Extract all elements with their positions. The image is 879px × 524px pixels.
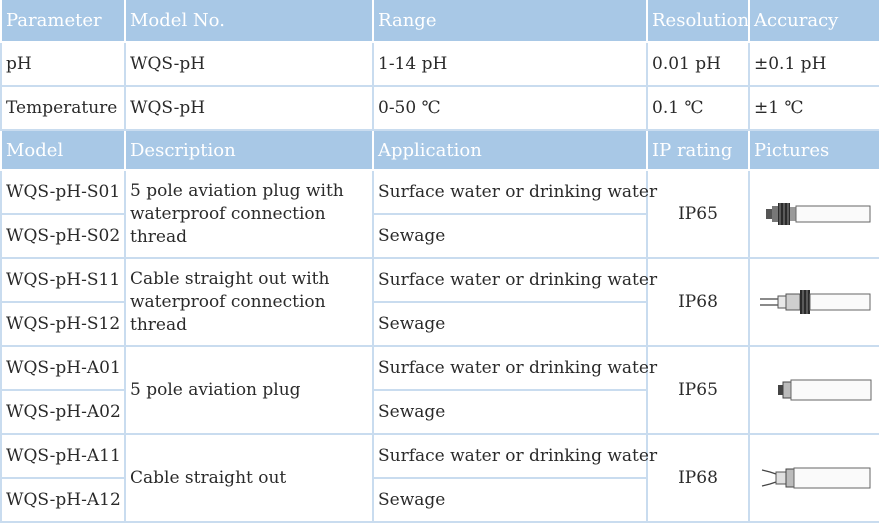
header-accuracy: Accuracy	[748, 0, 879, 43]
model-description: 5 pole aviation plug	[124, 345, 374, 435]
ip-rating: IP65	[646, 169, 750, 259]
param-name: Temperature	[0, 85, 126, 131]
param-header-row: Parameter Model No. Range Resolution Acc…	[0, 0, 879, 43]
param-accuracy: ±1 ℃	[748, 85, 879, 131]
header-model-no: Model No.	[124, 0, 374, 43]
model-application: Sewage	[372, 301, 648, 347]
model-application: Surface water or drinking water	[372, 257, 657, 303]
table-row: WQS-pH-S11 Cable straight out with water…	[0, 257, 879, 347]
header-pictures: Pictures	[748, 130, 879, 171]
model-code: WQS-pH-A12	[0, 477, 126, 523]
model-code: WQS-pH-A02	[0, 389, 126, 435]
model-code: WQS-pH-S12	[0, 301, 126, 347]
model-code: WQS-pH-S11	[0, 257, 126, 303]
param-accuracy: ±0.1 pH	[748, 41, 879, 87]
table-row: WQS-pH-A11 Cable straight out Surface wa…	[0, 433, 879, 523]
model-description: Cable straight out	[124, 433, 374, 523]
header-description: Description	[124, 130, 374, 171]
probe-aviation-plug-icon	[777, 379, 871, 401]
param-model: WQS-pH	[124, 85, 374, 131]
table-row: WQS-pH-A02 Sewage	[0, 389, 879, 435]
header-range: Range	[372, 0, 648, 43]
header-model: Model	[0, 130, 126, 171]
header-parameter: Parameter	[0, 0, 126, 43]
param-model: WQS-pH	[124, 41, 374, 87]
ip-rating: IP65	[646, 345, 750, 435]
param-row-ph: pH WQS-pH 1-14 pH 0.01 pH ±0.1 pH	[0, 41, 879, 87]
ip-rating: IP68	[646, 433, 750, 523]
probe-cable-picture	[748, 433, 879, 523]
model-code: WQS-pH-S02	[0, 213, 126, 259]
table-row: WQS-pH-A01 5 pole aviation plug Surface …	[0, 345, 879, 435]
model-code: WQS-pH-A01	[0, 345, 126, 391]
param-range: 0-50 ℃	[372, 85, 648, 131]
probe-threaded-aviation-plug-icon	[765, 203, 870, 225]
param-range: 1-14 pH	[372, 41, 648, 87]
table-row: WQS-pH-S12 Sewage	[0, 301, 879, 347]
model-application: Sewage	[372, 389, 648, 435]
model-application: Surface water or drinking water	[372, 169, 657, 215]
model-description: Cable straight out with waterproof conne…	[124, 257, 374, 347]
header-resolution: Resolution	[646, 0, 750, 43]
model-code: WQS-pH-A11	[0, 433, 126, 479]
model-application: Surface water or drinking water	[372, 345, 657, 391]
model-header-row: Model Description Application IP rating …	[0, 130, 879, 171]
probe-threaded-cable-icon	[759, 290, 870, 314]
param-row-temperature: Temperature WQS-pH 0-50 ℃ 0.1 ℃ ±1 ℃	[0, 85, 879, 131]
model-application: Sewage	[372, 213, 648, 259]
ip-rating: IP68	[646, 257, 750, 347]
model-application: Sewage	[372, 477, 648, 523]
model-description: 5 pole aviation plug with waterproof con…	[124, 169, 374, 259]
param-name: pH	[0, 41, 126, 87]
param-resolution: 0.1 ℃	[646, 85, 750, 131]
probe-cable-icon	[761, 467, 870, 489]
table-row: WQS-pH-S02 Sewage	[0, 213, 879, 259]
model-application: Surface water or drinking water	[372, 433, 657, 479]
probe-threaded-aviation-plug-picture	[748, 169, 879, 259]
table-row: WQS-pH-S01 5 pole aviation plug with wat…	[0, 169, 879, 259]
model-code: WQS-pH-S01	[0, 169, 126, 215]
header-ip-rating: IP rating	[646, 130, 750, 171]
header-application: Application	[372, 130, 648, 171]
probe-threaded-cable-picture	[748, 257, 879, 347]
table-row: WQS-pH-A12 Sewage	[0, 477, 879, 523]
probe-aviation-plug-picture	[748, 345, 879, 435]
param-resolution: 0.01 pH	[646, 41, 750, 87]
